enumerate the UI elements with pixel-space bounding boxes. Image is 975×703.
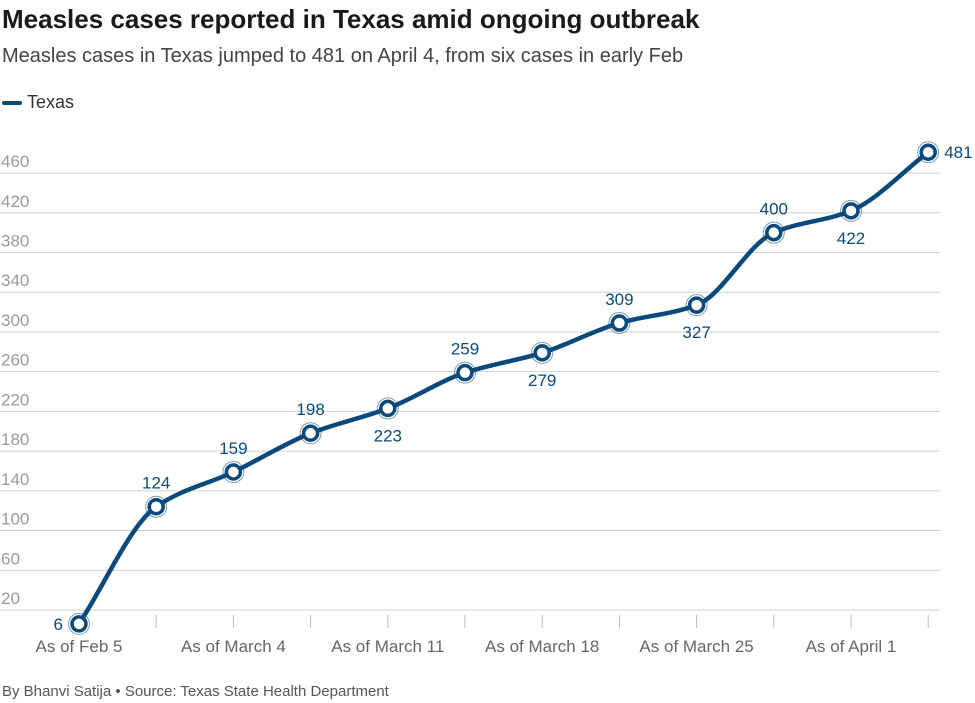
data-point-halo (685, 294, 708, 317)
chart-subtitle: Measles cases in Texas jumped to 481 on … (2, 45, 684, 67)
byline: By Bhanvi Satija • Source: Texas State H… (2, 683, 389, 700)
data-point-marker (610, 314, 629, 332)
data-point-marker (919, 143, 937, 161)
data-point-marker (147, 497, 165, 516)
y-tick-300: 300 (1, 311, 29, 330)
y-axis: 20 60 100 140 180 220 260 300 340 380 420 460 (1, 152, 29, 608)
data-point-5 (454, 361, 476, 384)
y-tick-60: 60 (1, 549, 20, 568)
data-labels: 6 124 159 198 223 259 279 309 327 400 422 481 (54, 143, 973, 634)
data-label-1: 124 (142, 474, 170, 493)
data-point-marker (765, 223, 783, 242)
x-tick-label: As of March 11 (331, 637, 444, 656)
series-line-texas (76, 149, 931, 627)
data-point-3 (299, 422, 322, 445)
data-point-marker (533, 344, 551, 362)
data-point-halo (454, 361, 476, 384)
data-point-halo (531, 341, 554, 364)
data-label-6: 279 (528, 371, 556, 390)
grid-layer (0, 172, 940, 611)
data-point-0 (68, 612, 90, 635)
data-point-7 (608, 312, 631, 335)
chart-title: Measles cases reported in Texas amid ong… (2, 4, 700, 34)
data-point-marker (842, 202, 860, 220)
data-point-9 (762, 221, 785, 244)
y-tick-20: 20 (1, 589, 20, 608)
data-point-marker (70, 615, 88, 633)
y-tick-380: 380 (1, 232, 29, 251)
data-point-marker (456, 363, 474, 382)
data-point-2 (222, 460, 245, 483)
data-label-5: 259 (451, 340, 479, 359)
data-label-10: 422 (837, 229, 865, 248)
y-tick-460: 460 (1, 152, 29, 171)
y-tick-100: 100 (1, 510, 29, 529)
data-point-10 (840, 199, 862, 222)
data-point-halo (145, 495, 168, 518)
data-point-halo (299, 422, 322, 445)
x-tick-label: As of April 1 (806, 637, 897, 656)
x-tick-label: As of March 25 (639, 637, 753, 656)
legend: Texas (2, 92, 74, 113)
data-point-marker (379, 399, 397, 418)
y-tick-220: 220 (1, 390, 29, 409)
data-label-2: 159 (219, 439, 247, 458)
data-points (68, 141, 940, 635)
x-axis: As of Feb 5 As of March 4 As of March 11 As… (36, 615, 929, 656)
data-point-halo (840, 199, 862, 222)
data-point-halo (68, 612, 90, 635)
line-chart: 20 60 100 140 180 220 260 300 340 380 420 460 As of… (0, 141, 973, 656)
data-point-halo (917, 141, 940, 164)
y-tick-260: 260 (1, 351, 29, 370)
data-label-3: 198 (296, 400, 324, 419)
data-label-0: 6 (54, 615, 63, 634)
data-point-marker (224, 463, 243, 481)
data-label-11: 481 (944, 143, 972, 162)
data-point-marker (687, 296, 706, 314)
data-point-halo (762, 221, 785, 244)
data-label-4: 223 (374, 426, 402, 445)
data-point-1 (145, 495, 168, 518)
data-point-11 (917, 141, 940, 164)
y-tick-180: 180 (1, 430, 29, 449)
data-label-9: 400 (760, 200, 788, 219)
data-label-8: 327 (682, 323, 710, 342)
x-tick-label: As of March 4 (181, 637, 286, 656)
data-label-7: 309 (605, 290, 633, 309)
y-tick-420: 420 (1, 192, 29, 211)
data-point-halo (376, 397, 399, 420)
legend-swatch (2, 100, 22, 105)
data-point-8 (685, 294, 708, 317)
data-point-halo (608, 312, 631, 335)
legend-label: Texas (27, 92, 75, 112)
y-tick-340: 340 (1, 271, 29, 290)
x-tick-label: As of Feb 5 (36, 637, 123, 656)
data-point-4 (376, 397, 399, 420)
y-tick-140: 140 (1, 470, 29, 489)
data-point-halo (222, 460, 245, 483)
data-point-marker (301, 424, 320, 442)
data-point-6 (531, 341, 554, 364)
x-tick-label: As of March 18 (485, 637, 599, 656)
